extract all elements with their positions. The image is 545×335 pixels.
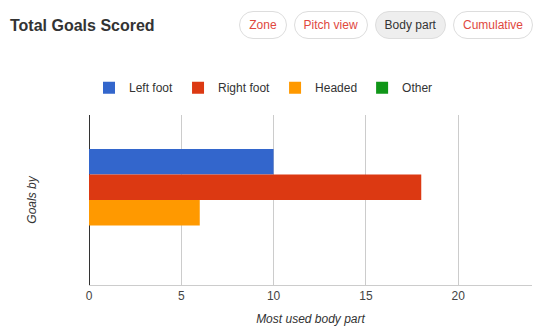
svg-text:Most used body part: Most used body part [256, 312, 365, 326]
svg-text:Goals by: Goals by [25, 175, 39, 223]
svg-text:0: 0 [86, 289, 93, 303]
svg-text:Left foot: Left foot [129, 81, 173, 95]
html-text:Body part: Body part [384, 18, 436, 32]
svg-text:Other: Other [402, 81, 432, 95]
html-text:Cumulative: Cumulative [463, 18, 523, 32]
svg-text:Headed: Headed [315, 81, 357, 95]
svg-text:5: 5 [178, 289, 185, 303]
svg-text:Right foot: Right foot [218, 81, 270, 95]
svg-text:15: 15 [359, 289, 373, 303]
svg-text:20: 20 [451, 289, 465, 303]
html-text:Pitch view: Pitch view [303, 18, 358, 32]
svg-text:10: 10 [267, 289, 281, 303]
html-text:Zone: Zone [249, 18, 277, 32]
svg-text:Total Goals Scored: Total Goals Scored [10, 17, 155, 34]
